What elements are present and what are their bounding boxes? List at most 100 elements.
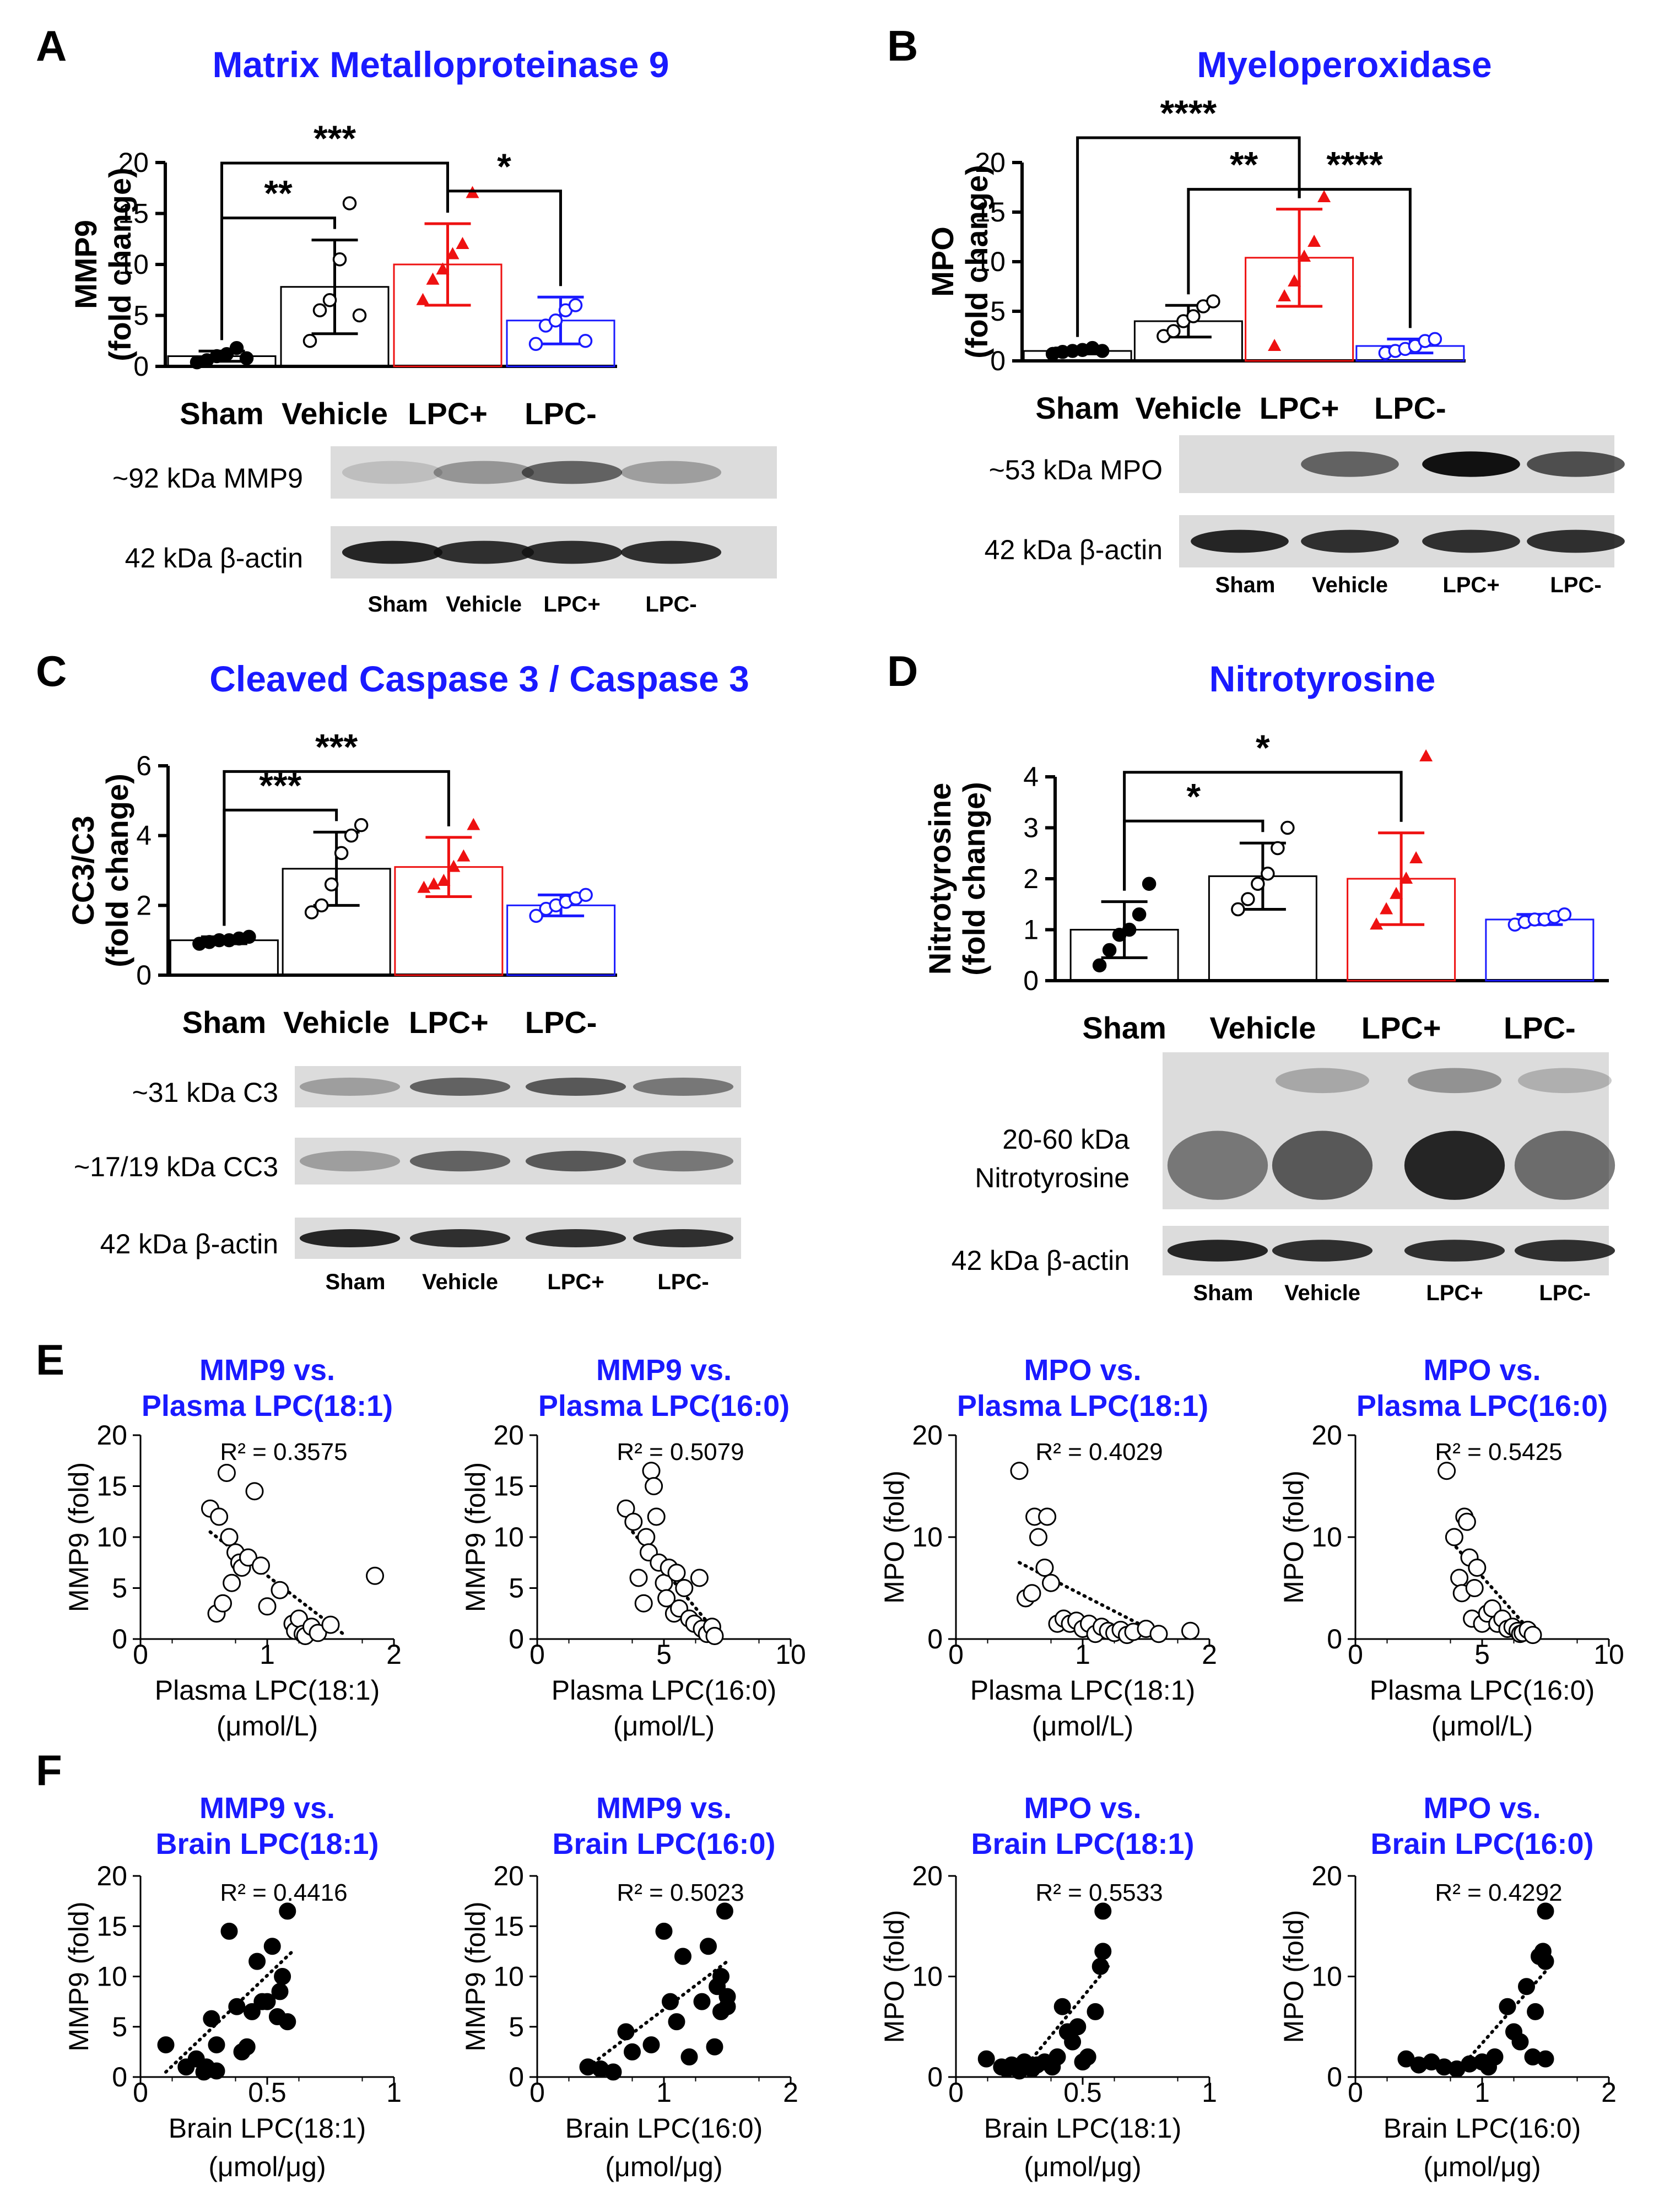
y-axis-label: (fold change)	[957, 782, 991, 976]
data-point	[332, 252, 347, 267]
data-point	[680, 2048, 698, 2065]
data-point	[712, 1968, 729, 1985]
data-point	[1023, 1584, 1041, 1603]
y-axis-label: (fold change)	[100, 774, 134, 967]
data-point	[1370, 917, 1384, 930]
y-axis-label: Nitrotyrosine	[922, 783, 957, 975]
data-point	[1268, 339, 1282, 351]
significance-stars: ***	[314, 118, 356, 159]
x-tick-label: 0.5	[1063, 2077, 1102, 2108]
y-tick-label: 20	[118, 147, 149, 178]
data-point	[1035, 1559, 1054, 1577]
blot-band	[342, 461, 443, 484]
y-axis-label: MMP9 (fold)	[460, 1462, 491, 1612]
data-point	[1527, 2003, 1544, 2020]
y-tick-label: 20	[96, 1420, 127, 1451]
y-tick-label: 15	[118, 198, 149, 229]
r-squared-label: R² = 0.5533	[1035, 1879, 1163, 1906]
data-point	[617, 1499, 635, 1518]
y-tick-label: 10	[118, 249, 149, 280]
data-point	[1142, 877, 1157, 891]
blot-band	[1514, 1131, 1615, 1200]
data-point	[309, 1624, 327, 1642]
data-point	[1261, 867, 1275, 881]
blot-band	[1191, 451, 1289, 477]
data-point	[674, 1948, 691, 1965]
data-point	[629, 1569, 648, 1587]
data-point	[208, 2062, 225, 2080]
data-point	[642, 2036, 660, 2054]
x-axis-unit: (μmol/μg)	[1024, 2151, 1141, 2182]
x-tick-label: 2	[386, 1639, 402, 1670]
data-point	[705, 1626, 724, 1645]
y-tick-label: 10	[912, 1961, 943, 1992]
category-label: LPC-	[1374, 391, 1446, 425]
x-axis-label: Brain LPC(18:1)	[984, 2113, 1182, 2144]
significance-stars: ****	[1160, 93, 1217, 133]
significance-bracket	[446, 190, 562, 286]
panel-letter-f: F	[36, 1746, 62, 1794]
y-tick-label: 0	[112, 1624, 127, 1654]
y-axis-label: MMP9 (fold)	[63, 1462, 94, 1612]
data-point	[624, 2043, 641, 2060]
y-axis-label: (fold change)	[959, 165, 994, 359]
r-squared-label: R² = 0.5079	[617, 1438, 744, 1465]
scatter-title: Brain LPC(18:1)	[155, 1827, 379, 1861]
blot-band	[299, 1078, 401, 1096]
y-tick-label: 10	[912, 1522, 943, 1553]
scatter-title: Plasma LPC(18:1)	[957, 1389, 1208, 1423]
y-tick-label: 4	[1023, 761, 1039, 792]
blot-band	[525, 1078, 626, 1096]
blot-band	[1272, 1240, 1373, 1262]
data-point	[1419, 749, 1433, 761]
panel-title: Myeloperoxidase	[1197, 44, 1492, 85]
blot-band	[1514, 1240, 1615, 1262]
data-point	[1468, 1559, 1487, 1577]
blot-band	[1272, 1131, 1373, 1200]
data-point	[657, 1589, 676, 1608]
scatter-title: MMP9 vs.	[199, 1354, 335, 1387]
data-point	[1523, 1626, 1542, 1645]
significance-stars: *	[1186, 776, 1201, 816]
y-tick-label: 5	[509, 1573, 524, 1604]
x-axis-label: Plasma LPC(18:1)	[970, 1675, 1196, 1706]
data-point	[1094, 1902, 1112, 1920]
data-point	[1280, 820, 1295, 835]
blot-band	[633, 1078, 734, 1096]
data-point	[1537, 2050, 1554, 2068]
data-point	[344, 828, 359, 843]
data-point	[302, 334, 317, 348]
data-point	[457, 849, 471, 862]
blot-band	[620, 540, 722, 564]
data-point	[1518, 1978, 1535, 1995]
scatter-title: MMP9 vs.	[199, 1792, 335, 1825]
blot-band	[633, 1229, 734, 1247]
blot-lane-label: Vehicle	[446, 592, 522, 616]
data-point	[271, 1983, 289, 2000]
significance-stars: ***	[315, 726, 358, 767]
y-axis-label: MMP9 (fold)	[460, 1901, 491, 2051]
y-axis-label: MPO (fold)	[879, 1470, 910, 1604]
data-point	[706, 2038, 723, 2056]
x-tick-label: 10	[775, 1639, 806, 1670]
data-point	[1042, 1573, 1060, 1592]
x-tick-label: 1	[1202, 2077, 1217, 2108]
y-axis-label: MPO (fold)	[1278, 1470, 1309, 1604]
blot-label: 42 kDa β-actin	[952, 1245, 1130, 1276]
blot-band	[433, 540, 534, 564]
x-tick-label: 0	[133, 1639, 148, 1670]
data-point	[219, 347, 234, 361]
data-point	[279, 1902, 296, 1920]
x-tick-label: 0	[529, 1639, 545, 1670]
data-point	[1438, 1462, 1456, 1480]
y-axis-label: CC3/C3	[66, 815, 100, 925]
blot-band	[1527, 451, 1625, 477]
data-point	[1206, 294, 1220, 309]
scatter-title: Brain LPC(16:0)	[1370, 1827, 1593, 1861]
blot-band	[409, 1150, 511, 1172]
trend-line	[164, 1949, 294, 2074]
blot-band	[521, 461, 623, 484]
data-point	[263, 1938, 281, 1955]
category-label: Sham	[1082, 1010, 1166, 1045]
category-label: LPC+	[408, 396, 488, 431]
